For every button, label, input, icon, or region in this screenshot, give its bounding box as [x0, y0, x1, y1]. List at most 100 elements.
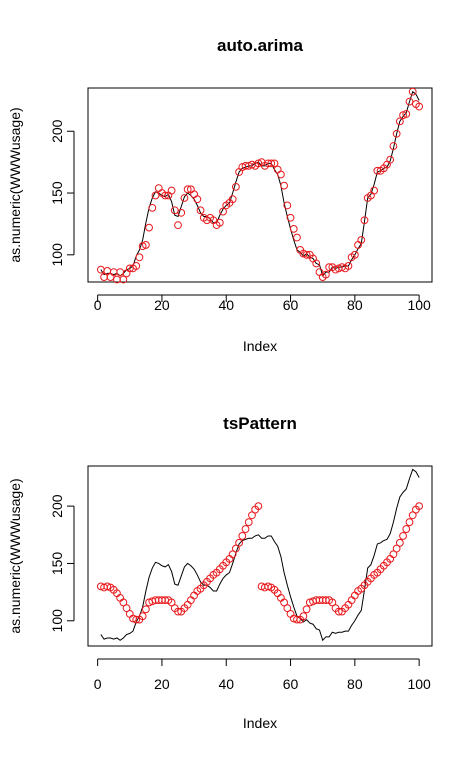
data-point: [228, 550, 237, 559]
series-1: [100, 468, 420, 642]
data-point: [293, 233, 301, 242]
chart-panel-1: auto.arima 0 20 40 60 80 100 Index 100 150 200 as.n…: [7, 36, 433, 354]
data-point: [248, 511, 256, 520]
x-tick-label: 40: [218, 676, 234, 692]
data-point: [415, 502, 424, 511]
x-axis: 0 20 40 60 80 100: [94, 294, 431, 313]
data-point: [389, 142, 398, 150]
data-point: [238, 532, 247, 540]
data-point: [254, 502, 263, 511]
x-tick-label: 100: [407, 297, 431, 313]
y-tick-label: 200: [49, 119, 65, 143]
chart-title: auto.arima: [217, 36, 304, 55]
data-point: [148, 203, 157, 212]
data-point: [277, 170, 285, 179]
data-point: [270, 159, 279, 168]
data-point: [167, 186, 176, 195]
data-point: [141, 241, 150, 249]
data-point: [325, 263, 334, 272]
data-point: [408, 87, 417, 96]
data-point: [132, 615, 141, 624]
data-point: [167, 598, 176, 607]
data-point: [196, 206, 205, 215]
y-axis: 100 150 200: [49, 119, 75, 266]
data-point: [145, 223, 153, 232]
data-point: [289, 224, 298, 233]
data-point: [402, 525, 411, 533]
data-point: [141, 605, 150, 614]
y-axis-label: as.numeric(WWWusage): [7, 478, 23, 633]
data-point: [299, 612, 308, 621]
data-point: [322, 270, 330, 279]
data-point: [280, 598, 289, 607]
x-tick-label: 100: [407, 676, 431, 692]
x-tick-label: 20: [154, 676, 170, 692]
data-point: [283, 201, 292, 210]
data-point: [103, 582, 112, 591]
x-axis-label: Index: [243, 715, 277, 731]
data-point: [235, 538, 244, 547]
y-tick-label: 150: [49, 181, 65, 205]
data-point: [392, 129, 401, 138]
data-point: [267, 159, 276, 168]
data-point: [280, 181, 289, 190]
series-2: [96, 87, 424, 284]
data-point: [215, 218, 224, 227]
data-point: [125, 264, 134, 273]
x-tick-label: 40: [218, 297, 234, 313]
data-point: [241, 525, 250, 533]
data-point: [293, 615, 301, 624]
data-point: [231, 182, 240, 191]
data-point: [273, 165, 282, 174]
data-point: [138, 612, 147, 621]
data-point: [193, 195, 202, 204]
data-point: [386, 155, 395, 164]
data-point: [135, 253, 144, 262]
series-1: [100, 90, 420, 277]
data-point: [312, 259, 321, 268]
data-point: [122, 604, 131, 613]
data-point: [174, 607, 182, 616]
y-tick-label: 200: [49, 494, 65, 518]
data-point: [151, 191, 160, 200]
data-point: [177, 208, 186, 217]
data-point: [360, 216, 369, 225]
data-point: [132, 262, 141, 270]
data-point: [170, 206, 179, 215]
data-point: [302, 250, 311, 259]
data-point: [302, 605, 311, 614]
plot-frame: [87, 87, 433, 283]
y-tick-label: 150: [49, 552, 65, 576]
x-axis: 0 20 40 60 80 100: [94, 658, 431, 692]
data-point: [283, 604, 292, 613]
data-point: [402, 110, 411, 118]
data-point: [395, 117, 404, 126]
data-point: [334, 607, 343, 616]
data-point: [405, 518, 414, 527]
data-point: [408, 511, 417, 520]
data-point: [228, 195, 237, 204]
chart-title: tsPattern: [223, 414, 297, 433]
series-line: [100, 468, 420, 642]
data-point: [389, 550, 398, 559]
data-point: [328, 598, 337, 607]
data-point: [183, 185, 192, 194]
data-point: [357, 236, 366, 244]
data-point: [180, 194, 189, 202]
data-point: [119, 275, 128, 284]
x-tick-label: 60: [283, 297, 299, 313]
plot-frame: [87, 465, 433, 647]
data-point: [190, 190, 198, 199]
data-point: [174, 221, 182, 230]
data-point: [415, 102, 424, 111]
data-point: [122, 269, 131, 278]
data-point: [395, 538, 404, 547]
data-point: [119, 598, 128, 607]
data-point: [392, 544, 401, 553]
x-axis-label: Index: [243, 338, 277, 354]
x-tick-label: 20: [154, 297, 170, 313]
x-tick-label: 80: [347, 676, 363, 692]
x-tick-label: 60: [283, 676, 299, 692]
data-point: [399, 532, 407, 540]
series-line: [100, 90, 420, 277]
